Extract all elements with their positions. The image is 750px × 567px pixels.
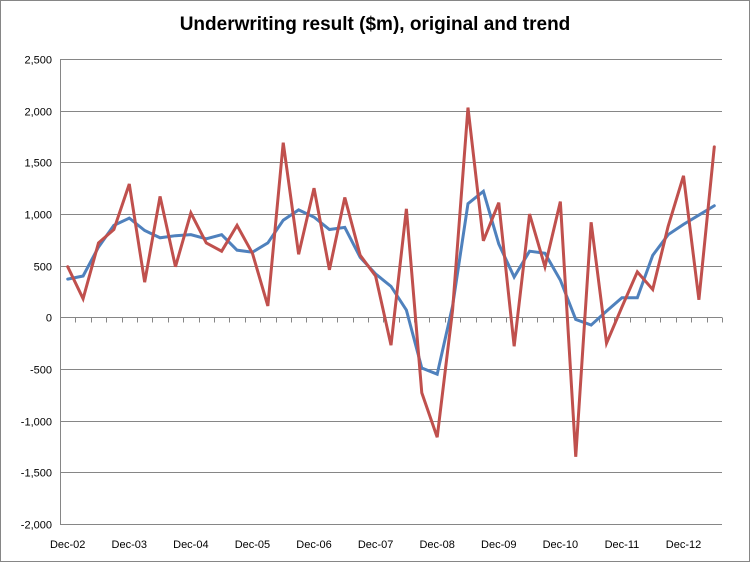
y-axis-tick-labels: 2,500 2,000 1,500 1,000 500 0 -500 -1,000 -1,500… — [21, 55, 52, 532]
y-tick-label: 500 — [34, 262, 52, 274]
x-tick-label: Dec-10 — [543, 539, 578, 551]
series-line-2 — [66, 107, 716, 457]
x-tick-label: Dec-02 — [50, 539, 85, 551]
y-tick-label: -500 — [30, 365, 52, 377]
y-tick-label: 1,500 — [24, 158, 52, 170]
chart-title: Underwriting result ($m), original and t… — [180, 14, 571, 35]
y-tick-label: -2,000 — [21, 520, 52, 532]
y-tick-label: 2,500 — [24, 55, 52, 67]
x-tick-label: Dec-04 — [173, 539, 208, 551]
y-tick-label: 1,000 — [24, 210, 52, 222]
y-tick-label: -1,000 — [21, 417, 52, 429]
axes — [60, 59, 723, 524]
y-tick-label: 2,000 — [24, 107, 52, 119]
x-tick-label: Dec-09 — [481, 539, 516, 551]
x-tick-label: Dec-12 — [666, 539, 701, 551]
x-tick-label: Dec-07 — [358, 539, 393, 551]
x-tick-label: Dec-03 — [112, 539, 147, 551]
series-line-1 — [66, 188, 716, 377]
x-tick-label: Dec-08 — [419, 539, 454, 551]
x-axis-tick-labels: Dec-02 Dec-03 Dec-04 Dec-05 Dec-06 Dec-07 Dec-… — [50, 539, 701, 551]
y-tick-label: -1,500 — [21, 468, 52, 480]
x-tick-label: Dec-05 — [235, 539, 270, 551]
series-lines — [66, 107, 716, 457]
x-tick-label: Dec-06 — [296, 539, 331, 551]
y-tick-label: 0 — [46, 313, 52, 325]
x-tick-label: Dec-11 — [605, 539, 640, 551]
